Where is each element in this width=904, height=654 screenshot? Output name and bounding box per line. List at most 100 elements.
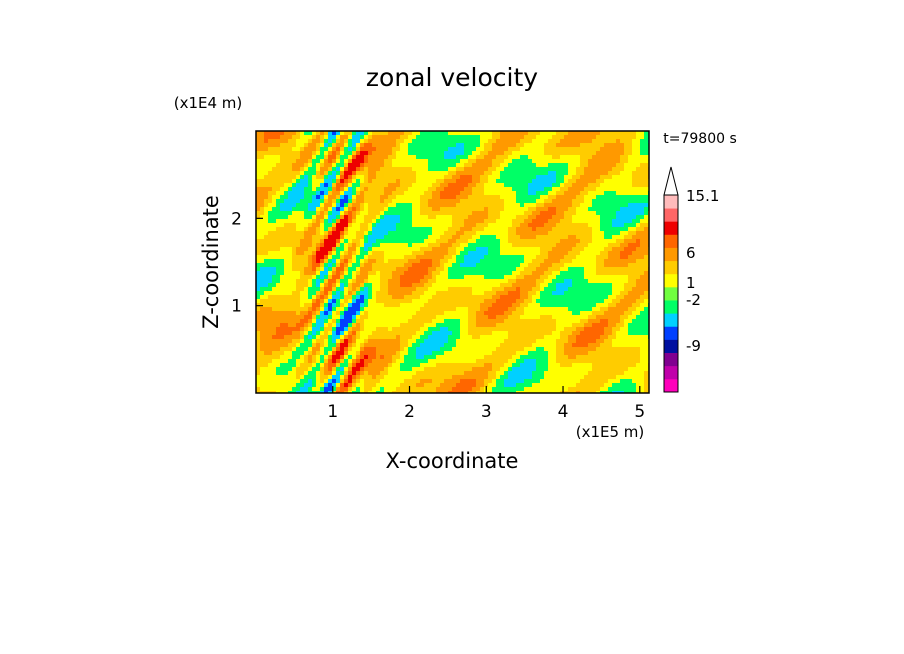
field-cell xyxy=(396,187,401,192)
field-cell xyxy=(544,139,549,144)
field-cell xyxy=(616,311,621,316)
field-cell xyxy=(304,187,309,192)
field-cell xyxy=(428,131,433,136)
field-cell xyxy=(368,271,373,276)
field-cell xyxy=(584,223,589,228)
field-cell xyxy=(316,139,321,144)
field-cell xyxy=(520,159,525,164)
field-cell xyxy=(300,311,305,316)
field-cell xyxy=(336,327,341,332)
field-cell xyxy=(492,167,497,172)
field-cell xyxy=(340,239,345,244)
field-cell xyxy=(452,143,457,148)
field-cell xyxy=(484,199,489,204)
field-cell xyxy=(416,263,421,268)
field-cell xyxy=(464,187,469,192)
field-cell xyxy=(596,287,601,292)
field-cell xyxy=(468,139,473,144)
field-cell xyxy=(316,175,321,180)
field-cell xyxy=(404,223,409,228)
field-cell xyxy=(328,199,333,204)
field-cell xyxy=(380,291,385,296)
field-cell xyxy=(620,215,625,220)
field-cell xyxy=(436,155,441,160)
field-cell xyxy=(600,171,605,176)
field-cell xyxy=(512,183,517,188)
field-cell xyxy=(348,199,353,204)
field-cell xyxy=(292,175,297,180)
field-cell xyxy=(548,295,553,300)
field-cell xyxy=(280,203,285,208)
field-cell xyxy=(536,251,541,256)
field-cell xyxy=(284,187,289,192)
field-cell xyxy=(476,187,481,192)
field-cell xyxy=(512,259,517,264)
field-cell xyxy=(540,307,545,312)
field-cell xyxy=(584,291,589,296)
field-cell xyxy=(584,199,589,204)
field-cell xyxy=(452,291,457,296)
field-cell xyxy=(348,163,353,168)
field-cell xyxy=(296,303,301,308)
field-cell xyxy=(376,175,381,180)
field-cell xyxy=(360,323,365,328)
field-cell xyxy=(600,199,605,204)
field-cell xyxy=(532,151,537,156)
field-cell xyxy=(288,147,293,152)
field-cell xyxy=(292,223,297,228)
field-cell xyxy=(408,251,413,256)
field-cell xyxy=(256,327,261,332)
field-cell xyxy=(448,295,453,300)
field-cell xyxy=(476,163,481,168)
field-cell xyxy=(308,251,313,256)
field-cell xyxy=(644,195,649,200)
field-cell xyxy=(420,223,425,228)
field-cell xyxy=(356,195,361,200)
field-cell xyxy=(300,167,305,172)
field-cell xyxy=(276,199,281,204)
field-cell xyxy=(328,315,333,320)
field-cell xyxy=(588,207,593,212)
field-cell xyxy=(588,323,593,328)
field-cell xyxy=(312,315,317,320)
field-cell xyxy=(348,191,353,196)
field-cell xyxy=(428,287,433,292)
field-cell xyxy=(336,195,341,200)
field-cell xyxy=(612,175,617,180)
field-cell xyxy=(396,151,401,156)
field-cell xyxy=(492,143,497,148)
field-cell xyxy=(572,255,577,260)
field-cell xyxy=(412,179,417,184)
field-cell xyxy=(484,135,489,140)
field-cell xyxy=(304,279,309,284)
field-cell xyxy=(300,139,305,144)
field-cell xyxy=(368,179,373,184)
field-cell xyxy=(608,283,613,288)
field-cell xyxy=(284,175,289,180)
field-cell xyxy=(596,203,601,208)
field-cell xyxy=(340,255,345,260)
field-cell xyxy=(356,275,361,280)
field-cell xyxy=(612,323,617,328)
field-cell xyxy=(412,287,417,292)
field-cell xyxy=(332,175,337,180)
field-cell xyxy=(400,275,405,280)
field-cell xyxy=(500,135,505,140)
field-cell xyxy=(400,263,405,268)
field-cell xyxy=(580,143,585,148)
field-cell xyxy=(560,251,565,256)
field-cell xyxy=(400,319,405,324)
field-cell xyxy=(564,255,569,260)
field-cell xyxy=(424,151,429,156)
field-cell xyxy=(292,311,297,316)
field-cell xyxy=(312,295,317,300)
field-cell xyxy=(304,231,309,236)
field-cell xyxy=(388,291,393,296)
field-cell xyxy=(488,239,493,244)
field-cell xyxy=(328,303,333,308)
field-cell xyxy=(496,319,501,324)
field-cell xyxy=(336,143,341,148)
field-cell xyxy=(532,239,537,244)
field-cell xyxy=(564,167,569,172)
field-cell xyxy=(508,147,513,152)
